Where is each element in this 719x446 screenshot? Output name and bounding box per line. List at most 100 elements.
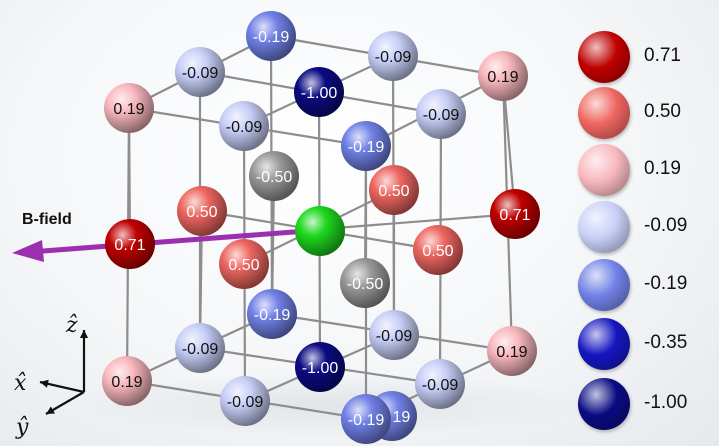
sphere-value-label: -0.19 [254, 307, 291, 324]
b-field-arrow-head [12, 240, 44, 262]
sphere-ball [487, 326, 537, 376]
sphere-value-label: -0.50 [347, 276, 384, 293]
sphere-ball [413, 225, 463, 275]
legend-swatch [578, 31, 630, 83]
sphere-value-label: 0.19 [111, 374, 142, 391]
lattice-sphere: 0.50 [177, 186, 227, 236]
axis-z-label: ẑ [65, 313, 78, 338]
sphere-ball [247, 289, 297, 339]
sphere-value-label: -0.50 [256, 169, 293, 186]
sphere-value-label: 0.50 [228, 257, 259, 274]
b-field-label: B-field [22, 211, 72, 228]
sphere-value-label: -0.09 [182, 65, 219, 82]
lattice-sphere: -0.09 [415, 359, 465, 409]
lattice-sphere: 0.19 [487, 326, 537, 376]
legend-value: -0.35 [644, 332, 688, 353]
lattice-sphere: -0.09 [220, 376, 270, 426]
sphere-ball [341, 394, 391, 444]
lattice-sphere: -0.09 [219, 101, 269, 151]
sphere-ball [175, 47, 225, 97]
sphere-value-label: -0.09 [375, 49, 412, 66]
lattice-sphere: -0.09 [368, 31, 418, 81]
axis-x-arrow-head [40, 379, 49, 388]
sphere-ball [219, 239, 269, 289]
legend-item-neg-0.09: -0.09 [578, 201, 713, 253]
b-field-arrow-shaft [27, 227, 323, 255]
sphere-value-label: 0.71 [114, 237, 145, 254]
lattice-sphere: 0.19 [478, 51, 528, 101]
sphere-ball [219, 101, 269, 151]
lattice-sphere: -0.19 [247, 289, 297, 339]
sphere-ball [415, 359, 465, 409]
legend-swatch [578, 144, 630, 196]
sphere-ball [104, 83, 154, 133]
sphere-ball [369, 310, 419, 360]
legend-swatch [578, 87, 630, 139]
sphere-ball [177, 186, 227, 236]
sphere-ball [478, 51, 528, 101]
coordinate-axes [39, 330, 89, 415]
b-field-arrow [12, 227, 323, 262]
lattice-sphere: -0.19 [341, 394, 391, 444]
sphere-ball [294, 67, 344, 117]
sphere-ball [416, 89, 466, 139]
lattice-sphere: -0.50 [249, 151, 299, 201]
sphere-value-label: -0.09 [226, 119, 263, 136]
lattice-sphere: -0.19 [341, 121, 391, 171]
legend-value: 0.19 [644, 158, 681, 179]
legend-swatch [578, 259, 630, 311]
lattice-sphere: 0.71 [490, 189, 540, 239]
legend-value: -0.19 [644, 273, 688, 294]
lattice-sphere: -0.09 [175, 47, 225, 97]
sphere-value-label: 0.50 [422, 243, 453, 260]
sphere-value-label: 0.19 [496, 344, 527, 361]
sphere-ball [175, 323, 225, 373]
axis-x-label: x̂ [14, 371, 27, 396]
sphere-value-label: -0.09 [376, 328, 413, 345]
legend-item-neg-1.00: -1.00 [578, 378, 713, 430]
axis-y-label: ŷ [15, 415, 29, 440]
sphere-value-label: 0.19 [113, 101, 144, 118]
sphere-ball [341, 121, 391, 171]
legend-item-0.71: 0.71 [578, 31, 713, 83]
legend-swatch [578, 318, 630, 370]
sphere-value-label: -0.09 [422, 377, 459, 394]
sphere-value-label: -1.00 [301, 85, 338, 102]
sphere-value-label: -0.09 [227, 394, 264, 411]
sphere-value-label: -1.00 [302, 360, 339, 377]
legend-value: 0.71 [644, 45, 681, 66]
lattice-sphere: -1.00 [295, 342, 345, 392]
lattice-sphere: -0.09 [175, 323, 225, 373]
legend-item-neg-0.19: -0.19 [578, 259, 713, 311]
sphere-value-label: -0.19 [348, 139, 385, 156]
lattice-sphere: -0.50 [340, 258, 390, 308]
axis-z-arrow-head [79, 330, 89, 339]
lattice-sphere: 0.19 [104, 83, 154, 133]
sphere-ball [249, 151, 299, 201]
sphere-value-label: -0.19 [253, 29, 290, 46]
sphere-value-label: -0.09 [423, 107, 460, 124]
sphere-ball [295, 206, 345, 256]
lattice-sphere: 0.50 [413, 225, 463, 275]
sphere-value-label: 0.71 [499, 207, 530, 224]
legend-value: 0.50 [644, 101, 681, 122]
lattice-sphere: 0.71 [105, 219, 155, 269]
legend-value: -1.00 [644, 392, 688, 413]
sphere-ball [369, 165, 419, 215]
lattice-sphere: 0.19 [102, 356, 152, 406]
lattice-sphere: -0.09 [416, 89, 466, 139]
sphere-value-label: 0.19 [487, 69, 518, 86]
lattice-sphere: 0.50 [369, 165, 419, 215]
sphere-ball [246, 11, 296, 61]
sphere-ball [295, 342, 345, 392]
lattice-sphere: 0.50 [219, 239, 269, 289]
sphere-ball [105, 219, 155, 269]
lattice-sphere [295, 206, 345, 256]
legend-swatch [578, 201, 630, 253]
sphere-ball [102, 356, 152, 406]
axis-y-arrow-head [46, 406, 55, 414]
legend-item-0.19: 0.19 [578, 144, 713, 196]
sphere-ball [368, 31, 418, 81]
